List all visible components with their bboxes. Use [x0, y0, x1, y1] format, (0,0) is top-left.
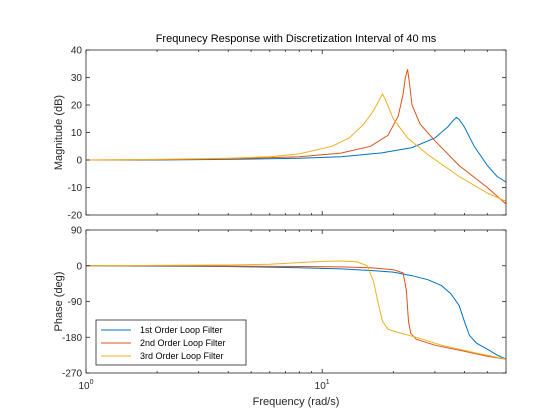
- y-tick-label: 30: [71, 73, 83, 84]
- y-tick-label: 90: [71, 226, 83, 237]
- phase-panel: -270 -180 -90 0 90 Phase (deg) 100 101: [53, 226, 507, 392]
- plot-area: [86, 50, 506, 215]
- y-tick-label: 40: [71, 46, 83, 57]
- series-line-2: [86, 265, 507, 360]
- y-tick-label: -270: [62, 369, 82, 380]
- series-line-3: [85, 92, 507, 202]
- legend-entry: 1st Order Loop Filter: [140, 325, 223, 335]
- x-tick-label: 100: [78, 379, 93, 392]
- series-line-2: [85, 69, 507, 205]
- y-tick-label: -20: [68, 211, 83, 222]
- y-tick-label: 10: [71, 128, 83, 139]
- series-line-1: [85, 265, 507, 360]
- x-axis-label: Frequency (rad/s): [253, 396, 340, 408]
- chart-title: Frequnecy Response with Discretization I…: [156, 33, 437, 45]
- legend-entry: 3rd Order Loop Filter: [140, 351, 224, 361]
- y-tick-label: -180: [62, 333, 82, 344]
- y-tick-label: 0: [76, 261, 82, 272]
- legend-entry: 2nd Order Loop Filter: [140, 338, 226, 348]
- y-tick-label: -10: [68, 183, 83, 194]
- x-tick-label: 101: [315, 379, 330, 392]
- y-tick-label: 20: [71, 101, 83, 112]
- magnitude-panel: -20 -10 0 10 20 30 40 Magnitude (dB): [53, 46, 507, 222]
- legend: 1st Order Loop Filter 2nd Order Loop Filt…: [95, 319, 247, 366]
- series-line-3: [85, 260, 507, 360]
- series-line-1: [86, 116, 507, 183]
- y-tick-label: 0: [76, 156, 82, 167]
- y-tick-label: -90: [68, 297, 83, 308]
- y-axis-label: Magnitude (dB): [53, 95, 65, 170]
- y-axis-label: Phase (deg): [53, 272, 65, 332]
